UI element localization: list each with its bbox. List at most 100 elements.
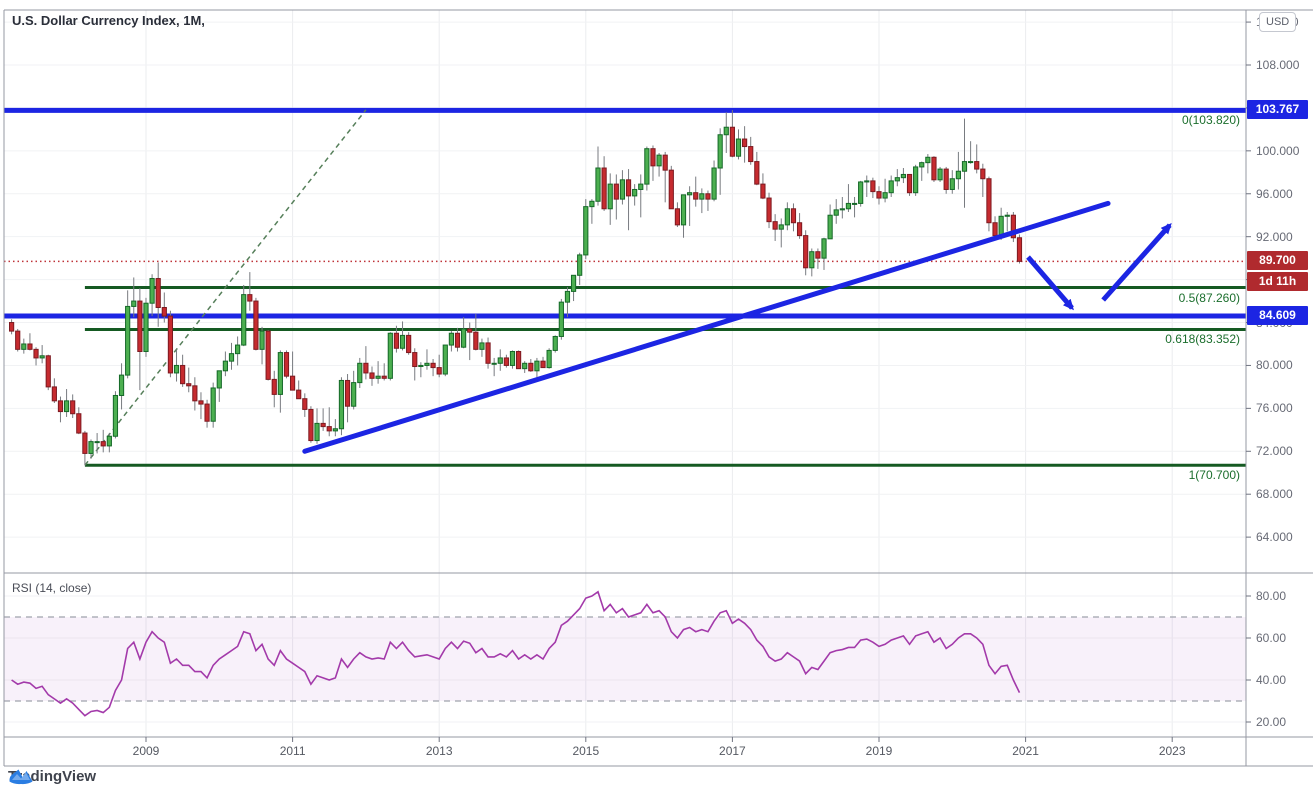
candle-bull xyxy=(442,344,448,375)
candle-bear xyxy=(155,278,161,308)
time-tick-label: 2019 xyxy=(865,744,893,758)
candle-bear xyxy=(796,222,803,237)
candle-bull xyxy=(424,362,430,366)
candle-bull xyxy=(570,274,577,292)
candle-bull xyxy=(497,357,503,364)
candle-bull xyxy=(534,360,540,372)
fib-label: 0.5(87.260) xyxy=(1178,290,1240,305)
arrow-drawing[interactable] xyxy=(1026,255,1074,311)
candle-bear xyxy=(943,168,949,190)
trend-line[interactable] xyxy=(302,200,1111,454)
candle-bear xyxy=(265,330,271,380)
candle-bull xyxy=(241,294,247,346)
rsi-tick-label: 60.00 xyxy=(1256,631,1287,645)
tradingview-logo-icon xyxy=(9,769,33,785)
rsi-line xyxy=(11,590,1021,717)
candle-bull xyxy=(583,206,589,256)
candle-bull xyxy=(577,254,583,276)
candle-bull xyxy=(112,394,119,437)
candle-bull xyxy=(418,364,424,368)
candle-bull xyxy=(809,251,815,269)
level-badge-upper: 103.767 xyxy=(1247,100,1308,120)
candle-bear xyxy=(528,362,534,372)
candle-bull xyxy=(919,162,925,168)
candle-bear xyxy=(76,413,82,434)
candle-bear xyxy=(363,362,369,374)
candle-bear xyxy=(705,193,711,200)
candle-bear xyxy=(815,251,821,259)
candle-bull xyxy=(357,362,363,384)
candle-bear xyxy=(790,208,797,224)
candle-bear xyxy=(70,400,76,415)
candle-bear xyxy=(760,183,766,199)
time-tick-label: 2017 xyxy=(719,744,746,758)
fib-label: 0.618(83.352) xyxy=(1165,332,1240,347)
candle-bear xyxy=(302,398,308,410)
candle-bear xyxy=(485,342,491,364)
price-tick-label: 100.000 xyxy=(1256,143,1300,158)
candle-bear xyxy=(381,375,387,379)
candle-bear xyxy=(369,372,375,379)
candle-bull xyxy=(687,192,693,196)
candle-bear xyxy=(974,161,980,170)
candle-bull xyxy=(387,332,393,379)
candle-bull xyxy=(375,375,381,379)
symbol-title[interactable]: U.S. Dollar Currency Index, 1M, xyxy=(12,13,205,28)
candle-bear xyxy=(876,191,882,199)
price-tick-label: 72.000 xyxy=(1256,444,1293,459)
candle-bear xyxy=(980,168,986,180)
candle-bear xyxy=(693,192,699,200)
candle-bull xyxy=(131,300,137,307)
candle-bear xyxy=(15,330,21,350)
candle-bear xyxy=(271,378,277,395)
rsi-indicator-label[interactable]: RSI (14, close) xyxy=(12,581,92,595)
candle-bear xyxy=(906,173,913,194)
candle-bear xyxy=(100,441,106,447)
candle-bear xyxy=(650,148,656,167)
candle-bull xyxy=(858,181,864,204)
currency-usd-button[interactable]: USD xyxy=(1259,12,1297,32)
candle-bull xyxy=(851,202,858,205)
time-tick-label: 2023 xyxy=(1158,744,1186,758)
candle-bear xyxy=(515,350,522,370)
candle-bear xyxy=(283,352,290,377)
candle-bear xyxy=(473,331,479,350)
candle-bear xyxy=(931,156,937,181)
candle-bear xyxy=(662,154,668,171)
candle-bear xyxy=(674,208,681,226)
candle-bull xyxy=(711,167,717,200)
candle-bear xyxy=(986,178,992,224)
candle-bull xyxy=(900,173,907,179)
candle-bear xyxy=(45,355,51,388)
candle-bull xyxy=(552,335,558,351)
candle-bull xyxy=(228,353,235,362)
candle-bull xyxy=(864,180,870,183)
candle-bear xyxy=(803,235,809,269)
candle-bull xyxy=(479,342,485,350)
candle-bull xyxy=(827,214,833,240)
fib-label: 1(70.700) xyxy=(1188,468,1240,483)
candle-bear xyxy=(772,221,778,230)
tradingview-logo[interactable]: TradingView xyxy=(8,768,96,785)
candle-bear xyxy=(748,146,754,163)
candle-bear xyxy=(436,367,442,375)
candle-bull xyxy=(332,428,338,432)
candle-bull xyxy=(39,355,45,359)
candle-bull xyxy=(546,349,552,369)
candle-bull xyxy=(821,238,827,259)
price-tick-label: 76.000 xyxy=(1256,401,1293,416)
candle-bear xyxy=(326,426,332,432)
arrow-drawing[interactable] xyxy=(1101,222,1172,302)
candle-bull xyxy=(63,400,70,413)
time-tick-label: 2009 xyxy=(132,744,160,758)
candle-bull xyxy=(589,200,595,208)
candle-bear xyxy=(668,169,674,210)
rsi-tick-label: 40.00 xyxy=(1256,673,1287,687)
candle-bull xyxy=(125,305,131,376)
candle-bear xyxy=(992,222,998,237)
fib-trend-dashed-line[interactable] xyxy=(84,109,367,466)
candle-bull xyxy=(839,208,845,211)
candle-bull xyxy=(833,209,839,216)
candle-bear xyxy=(1010,214,1016,239)
